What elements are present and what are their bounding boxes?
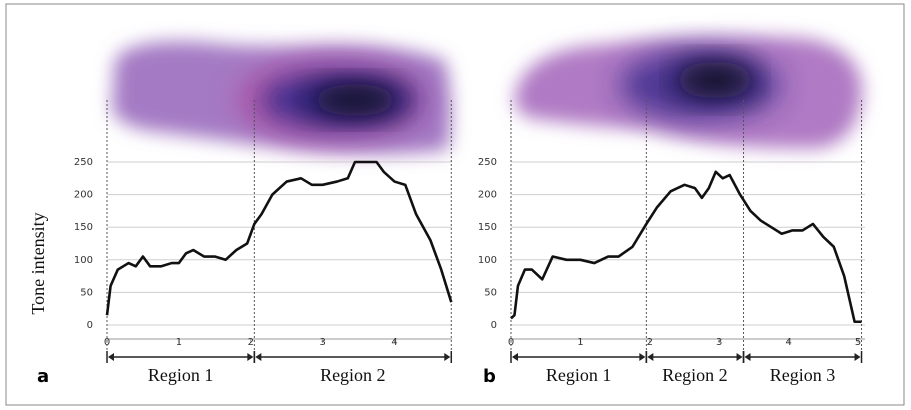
y-tick-label: 200	[74, 190, 93, 201]
panel-label: b	[483, 366, 496, 387]
y-tick-label: 150	[74, 222, 93, 233]
x-tick-label: 0	[104, 337, 110, 348]
y-tick-label: 0	[87, 320, 93, 331]
region-label: Region 2	[320, 365, 386, 385]
y-tick-label: 250	[74, 157, 93, 168]
y-tick-label: 250	[478, 157, 497, 168]
x-tick-label: 2	[647, 337, 653, 348]
y-tick-label: 100	[478, 255, 497, 266]
y-tick-label: 150	[478, 222, 497, 233]
y-tick-label: 50	[484, 287, 497, 298]
region-label: Region 3	[770, 365, 836, 385]
tissue-image-b	[514, 36, 862, 149]
region-label: Region 2	[662, 365, 728, 385]
panel-label: a	[37, 366, 49, 387]
region-label: Region 1	[148, 365, 214, 385]
x-tick-label: 1	[176, 337, 182, 348]
x-tick-label: 4	[391, 337, 397, 348]
x-tick-label: 1	[577, 337, 583, 348]
y-tick-label: 0	[491, 320, 497, 331]
line	[105, 160, 453, 316]
y-tick-label: 50	[80, 287, 93, 298]
frame	[5, 3, 905, 406]
y-tick-label: 100	[74, 255, 93, 266]
x-tick-label: 2	[248, 337, 254, 348]
y-axis-title: Tone intensity	[28, 212, 48, 314]
x-tick-label: 3	[716, 337, 722, 348]
y-tick-label: 200	[478, 190, 497, 201]
tissue-image-a	[112, 41, 451, 154]
x-tick-label: 3	[319, 337, 325, 348]
line	[510, 170, 862, 324]
x-tick-label: 0	[508, 337, 514, 348]
x-tick-label: 5	[855, 337, 861, 348]
region-label: Region 1	[546, 365, 612, 385]
x-tick-label: 4	[785, 337, 791, 348]
